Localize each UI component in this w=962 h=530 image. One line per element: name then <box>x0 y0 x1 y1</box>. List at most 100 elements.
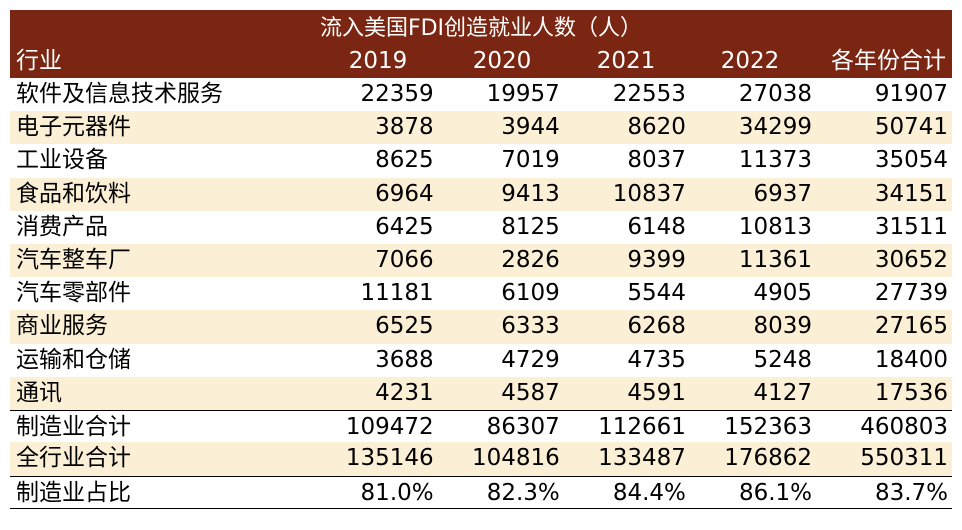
cell-2022: 27038 <box>738 81 813 107</box>
cell-2020: 104816 <box>471 445 560 472</box>
cell-total: 17536 <box>874 379 949 406</box>
cell-2020: 8125 <box>501 213 560 240</box>
row-label: 软件及信息技术服务 <box>16 81 223 107</box>
cell-2022: 86.1% <box>738 479 813 506</box>
cell-2022: 5248 <box>753 346 813 373</box>
cell-2020: 9413 <box>501 180 560 207</box>
cell-2021: 5544 <box>627 280 686 307</box>
row-label: 汽车零部件 <box>16 280 131 307</box>
cell-2020: 19957 <box>486 81 560 107</box>
cell-2020: 3944 <box>501 114 560 141</box>
cell-2020: 6333 <box>501 313 560 340</box>
row-label: 商业服务 <box>16 313 108 340</box>
cell-2019: 6425 <box>375 213 434 240</box>
cell-total: 18400 <box>874 346 949 373</box>
cell-total: 27165 <box>874 313 949 340</box>
cell-total: 27739 <box>874 280 949 307</box>
cell-total: 35054 <box>874 147 949 174</box>
table-row: 电子元器件 3878 3944 8620 34299 50741 <box>10 111 952 145</box>
cell-2021: 8620 <box>627 114 686 141</box>
column-header-2019: 2019 <box>348 48 408 74</box>
cell-total: 83.7% <box>874 479 949 506</box>
cell-2019: 8625 <box>375 147 434 174</box>
cell-2020: 4587 <box>501 379 560 406</box>
row-label: 运输和仓储 <box>16 346 131 373</box>
cell-2019: 109472 <box>345 413 434 440</box>
cell-2020: 7019 <box>501 147 560 174</box>
cell-2021: 4735 <box>627 346 686 373</box>
cell-total: 91907 <box>874 81 949 107</box>
cell-2020: 6109 <box>501 280 560 307</box>
table-row: 汽车零部件 11181 6109 5544 4905 27739 <box>10 277 952 310</box>
cell-2019: 3878 <box>375 114 434 141</box>
row-label: 汽车整车厂 <box>16 246 131 273</box>
row-label: 全行业合计 <box>16 445 131 472</box>
cell-2020: 4729 <box>501 346 560 373</box>
cell-2019: 6964 <box>375 180 434 207</box>
cell-2022: 6937 <box>753 180 813 207</box>
cell-2019: 4231 <box>375 379 434 406</box>
row-label: 制造业合计 <box>16 413 131 440</box>
table-row: 运输和仓储 3688 4729 4735 5248 18400 <box>10 344 952 377</box>
cell-2019: 3688 <box>375 346 434 373</box>
cell-2021: 22553 <box>612 81 686 107</box>
fdi-jobs-table: 流入美国FDI创造就业人数（人） 行业 2019 2020 2021 2022 … <box>10 10 952 510</box>
column-header-industry: 行业 <box>16 48 62 74</box>
cell-total: 31511 <box>874 213 949 240</box>
cell-2019: 7066 <box>375 246 434 273</box>
cell-2020: 86307 <box>486 413 560 440</box>
cell-2022: 11373 <box>738 147 813 174</box>
cell-2022: 152363 <box>724 413 813 440</box>
cell-total: 30652 <box>874 246 949 273</box>
cell-2022: 10813 <box>738 213 813 240</box>
row-label: 电子元器件 <box>16 114 131 141</box>
cell-total: 50741 <box>874 114 949 141</box>
cell-total: 460803 <box>860 413 949 440</box>
cell-2021: 6148 <box>627 213 686 240</box>
column-header-2021: 2021 <box>596 48 656 74</box>
table-row: 商业服务 6525 6333 6268 8039 27165 <box>10 310 952 344</box>
cell-2021: 133487 <box>598 445 686 472</box>
cell-2021: 84.4% <box>612 479 686 506</box>
table-row: 工业设备 8625 7019 8037 11373 35054 <box>10 144 952 177</box>
table-row: 软件及信息技术服务 22359 19957 22553 27038 91907 <box>10 78 952 111</box>
cell-total: 550311 <box>860 445 949 472</box>
cell-2022: 8039 <box>753 313 813 340</box>
column-header-2020: 2020 <box>472 48 532 74</box>
table-row: 消费产品 6425 8125 6148 10813 31511 <box>10 211 952 244</box>
cell-2022: 34299 <box>738 114 813 141</box>
column-header-row: 行业 2019 2020 2021 2022 各年份合计 <box>10 44 952 78</box>
all-industry-total-row: 全行业合计 135146 104816 133487 176862 550311 <box>10 442 952 476</box>
cell-2022: 4127 <box>753 379 813 406</box>
table-row: 食品和饮料 6964 9413 10837 6937 34151 <box>10 177 952 211</box>
cell-2021: 9399 <box>627 246 686 273</box>
cell-2019: 6525 <box>375 313 434 340</box>
cell-2020: 82.3% <box>486 479 560 506</box>
row-label: 通讯 <box>16 379 62 406</box>
cell-2021: 6268 <box>627 313 686 340</box>
row-label: 工业设备 <box>16 147 108 174</box>
cell-2021: 8037 <box>627 147 686 174</box>
cell-2021: 10837 <box>612 180 686 207</box>
cell-2019: 81.0% <box>360 479 434 506</box>
table-row: 汽车整车厂 7066 2826 9399 11361 30652 <box>10 243 952 278</box>
column-header-2022: 2022 <box>720 48 780 74</box>
cell-total: 34151 <box>874 180 949 207</box>
column-header-total: 各年份合计 <box>831 48 946 74</box>
cell-2019: 11181 <box>360 280 434 307</box>
cell-2022: 11361 <box>738 246 813 273</box>
table-row: 通讯 4231 4587 4591 4127 17536 <box>10 376 952 410</box>
cell-2021: 4591 <box>627 379 686 406</box>
cell-2019: 22359 <box>360 81 434 107</box>
cell-2022: 4905 <box>753 280 813 307</box>
row-label: 食品和饮料 <box>16 180 131 207</box>
cell-2020: 2826 <box>501 246 560 273</box>
cell-2022: 176862 <box>724 445 813 472</box>
row-label: 消费产品 <box>16 213 108 240</box>
manufacturing-total-row: 制造业合计 109472 86307 112661 152363 460803 <box>10 409 952 443</box>
cell-2019: 135146 <box>345 445 434 472</box>
cell-2021: 112661 <box>598 413 686 440</box>
manufacturing-share-row: 制造业占比 81.0% 82.3% 84.4% 86.1% 83.7% <box>10 475 952 510</box>
table-header: 流入美国FDI创造就业人数（人） 行业 2019 2020 2021 2022 … <box>10 10 952 78</box>
row-label: 制造业占比 <box>16 479 131 506</box>
